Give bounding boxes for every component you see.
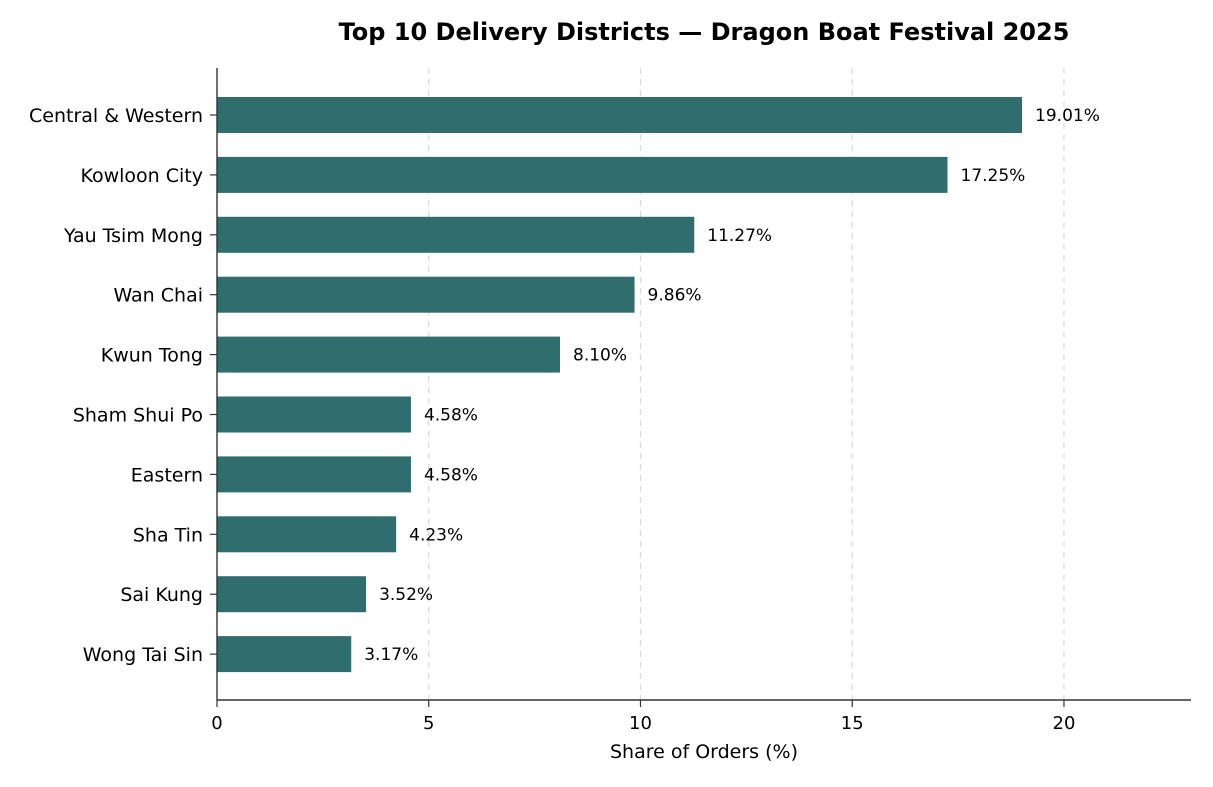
x-tick-label: 15 [841, 713, 864, 734]
bar [217, 576, 367, 613]
category-label: Wan Chai [113, 285, 203, 307]
bar [217, 156, 948, 193]
x-axis-label: Share of Orders (%) [610, 741, 798, 763]
category-label: Wong Tai Sin [83, 644, 203, 666]
data-label: 4.23% [409, 525, 463, 545]
data-label: 9.86% [648, 286, 702, 306]
x-tick-label: 20 [1053, 713, 1076, 734]
bar [217, 216, 695, 253]
bar [217, 636, 352, 673]
bar [217, 516, 397, 553]
bar [217, 97, 1023, 133]
data-label: 8.10% [573, 346, 627, 366]
chart-title: Top 10 Delivery Districts — Dragon Boat … [339, 18, 1070, 46]
bar [217, 396, 411, 433]
category-label: Kwun Tong [101, 345, 203, 367]
data-label: 17.25% [961, 166, 1026, 186]
category-label: Eastern [131, 464, 203, 486]
category-label: Sham Shui Po [73, 405, 203, 427]
x-tick-label: 10 [629, 713, 652, 734]
category-label: Sha Tin [133, 524, 203, 546]
data-label: 3.17% [364, 645, 418, 665]
category-label: Sai Kung [120, 584, 203, 606]
data-label: 3.52% [379, 585, 433, 605]
bar [217, 456, 411, 493]
category-label: Yau Tsim Mong [63, 225, 203, 247]
bars [217, 97, 1023, 673]
data-label: 19.01% [1035, 106, 1100, 126]
labels: 0 5 10 15 20 Central & Western 19.01% Kowloon C… [29, 105, 1100, 734]
axes [210, 68, 1191, 707]
category-label: Central & Western [29, 105, 203, 127]
bar [217, 336, 561, 373]
data-label: 11.27% [707, 226, 772, 246]
x-tick-label: 5 [423, 713, 434, 734]
x-tick-label: 0 [211, 713, 222, 734]
bar [217, 276, 635, 313]
data-label: 4.58% [424, 406, 478, 426]
data-label: 4.58% [424, 465, 478, 485]
category-label: Kowloon City [80, 165, 203, 187]
